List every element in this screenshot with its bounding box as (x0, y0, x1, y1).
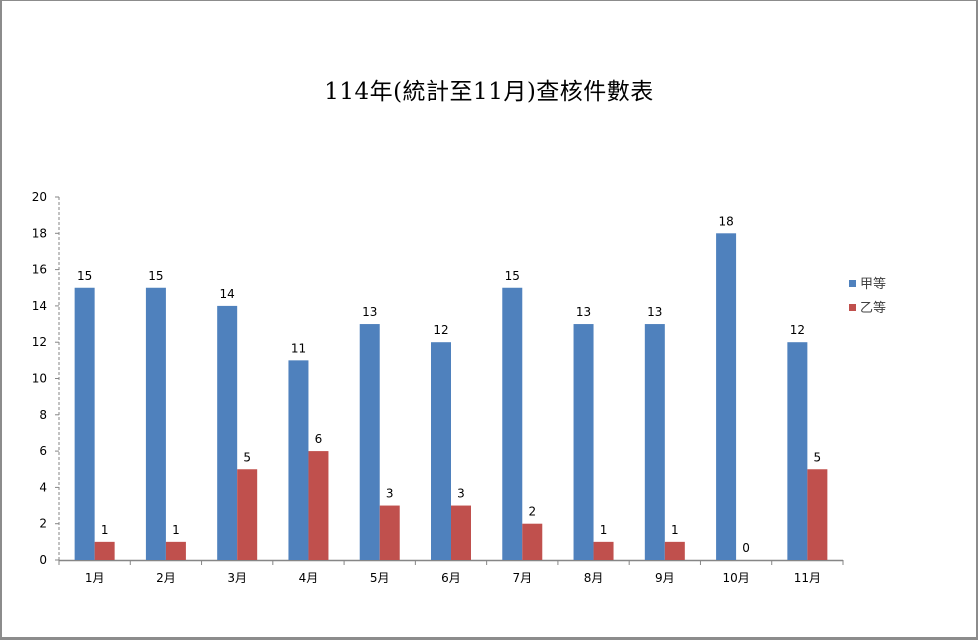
y-tick-label: 0 (39, 553, 47, 567)
legend-swatch-icon (849, 280, 856, 287)
bar-yi (165, 541, 186, 560)
data-label: 13 (362, 305, 377, 319)
x-tick-label: 10月 (722, 571, 749, 585)
data-label: 1 (172, 523, 180, 537)
data-label: 12 (433, 323, 448, 337)
bar-yi (451, 505, 471, 560)
data-label: 15 (505, 269, 520, 283)
y-tick-label: 10 (32, 372, 47, 386)
x-tick-label: 5月 (370, 571, 390, 585)
y-tick-label: 2 (39, 517, 47, 531)
y-tick-label: 20 (32, 190, 47, 204)
data-label: 12 (790, 323, 805, 337)
chart-title: 114年(統計至11月)查核件數表 (324, 79, 654, 105)
data-label: 13 (647, 305, 662, 319)
x-tick-label: 11月 (794, 571, 821, 585)
data-label: 3 (457, 487, 465, 501)
legend-label: 乙等 (860, 300, 886, 316)
bar-jia (359, 324, 380, 560)
y-tick-label: 6 (39, 444, 47, 458)
data-label: 11 (291, 341, 306, 355)
bar-yi (522, 523, 543, 560)
bar-yi (379, 505, 400, 560)
y-tick-label: 4 (39, 480, 47, 494)
x-axis: 1月 2月 3月 4月 5月 6月 7月 8月 9月 10月 11月 (58, 559, 844, 585)
data-label: 6 (315, 432, 323, 446)
data-label: 14 (220, 287, 235, 301)
y-tick-label: 12 (32, 335, 47, 349)
bar-jia (145, 287, 166, 560)
data-label: 18 (718, 214, 733, 228)
y-tick-label: 8 (39, 408, 47, 422)
bar-yi (308, 451, 329, 560)
bar-jia (74, 287, 95, 560)
bar-jia (431, 342, 451, 560)
x-tick-label: 9月 (655, 571, 675, 585)
x-tick-label: 6月 (441, 571, 461, 585)
bar-jia (787, 342, 808, 560)
data-label: 13 (576, 305, 591, 319)
y-tick-label: 14 (32, 299, 47, 313)
data-label: 15 (148, 269, 163, 283)
data-label: 15 (77, 269, 92, 283)
data-label: 5 (814, 450, 822, 464)
data-label: 1 (101, 523, 109, 537)
data-label: 1 (600, 523, 608, 537)
bar-jia (644, 324, 665, 560)
data-label: 0 (742, 541, 750, 555)
data-label: 2 (528, 505, 536, 519)
x-tick-label: 4月 (299, 571, 319, 585)
bar-yi (237, 469, 258, 560)
data-label: 5 (243, 450, 251, 464)
x-tick-label: 7月 (512, 571, 532, 585)
bar-yi (807, 469, 828, 560)
x-tick-label: 1月 (85, 571, 105, 585)
bar-yi (664, 541, 685, 560)
bar-jia (573, 324, 594, 560)
x-tick-label: 3月 (227, 571, 247, 585)
bar-jia (502, 287, 523, 560)
y-tick-label: 16 (32, 263, 47, 277)
bar-yi (593, 541, 614, 560)
legend-label: 甲等 (860, 276, 886, 292)
x-tick-label: 8月 (584, 571, 604, 585)
bar-jia (217, 305, 238, 560)
bar-jia (716, 233, 737, 561)
data-label: 1 (671, 523, 679, 537)
y-tick-label: 18 (32, 226, 47, 240)
legend-swatch-icon (849, 304, 856, 311)
bar-jia (288, 360, 309, 560)
bar-yi (94, 541, 115, 560)
x-tick-label: 2月 (156, 571, 176, 585)
data-label: 3 (386, 487, 394, 501)
y-axis: 0 2 4 6 8 10 12 14 16 18 20 (32, 190, 60, 567)
